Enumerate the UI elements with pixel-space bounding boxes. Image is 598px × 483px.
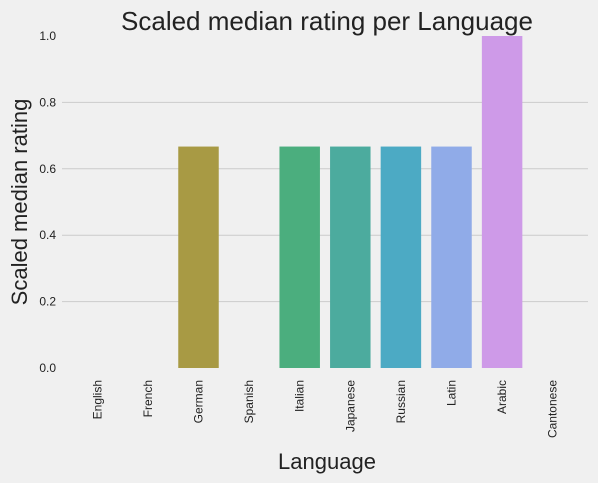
y-tick-labels: 0.0 0.2 0.4 0.6 0.8 1.0 xyxy=(39,29,56,375)
bars xyxy=(178,36,523,368)
y-tick-label: 0.0 xyxy=(39,361,56,375)
x-tick-label: Cantonese xyxy=(546,380,560,438)
x-tick-label: German xyxy=(192,380,206,423)
chart-title: Scaled median rating per Language xyxy=(121,6,533,36)
y-axis-title: Scaled median rating xyxy=(7,99,32,306)
x-axis-title: Language xyxy=(278,449,376,474)
y-tick-label: 0.2 xyxy=(39,295,56,309)
x-tick-label: English xyxy=(90,380,104,419)
x-tick-labels: English French German Spanish Italian Japanes… xyxy=(90,380,559,438)
y-tick-label: 1.0 xyxy=(39,29,56,43)
bar-japanese xyxy=(330,146,371,368)
y-tick-label: 0.8 xyxy=(39,95,56,109)
bar-german xyxy=(178,146,219,368)
bar-italian xyxy=(279,146,320,368)
x-tick-label: Russian xyxy=(394,380,408,423)
bar-arabic xyxy=(481,36,523,368)
bar-russian xyxy=(380,146,422,368)
bar-latin xyxy=(431,146,472,368)
x-tick-label: Arabic xyxy=(495,380,509,414)
y-tick-label: 0.4 xyxy=(39,228,56,242)
x-tick-label: Latin xyxy=(445,380,459,406)
x-tick-label: Spanish xyxy=(242,380,256,423)
x-tick-label: Italian xyxy=(293,380,307,412)
y-tick-label: 0.6 xyxy=(39,162,56,176)
x-tick-label: French xyxy=(141,380,155,417)
x-tick-label: Japanese xyxy=(343,380,357,432)
